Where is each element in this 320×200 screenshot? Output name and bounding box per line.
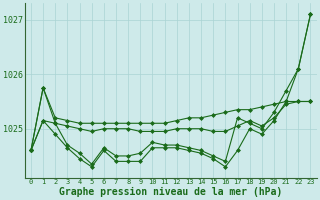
- X-axis label: Graphe pression niveau de la mer (hPa): Graphe pression niveau de la mer (hPa): [59, 186, 282, 197]
